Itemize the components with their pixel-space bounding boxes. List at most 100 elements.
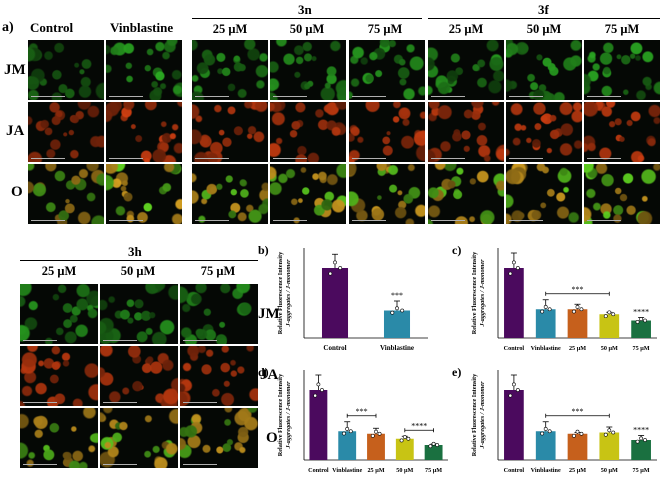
y-axis-label: Relative Fluorescence Intensity [277,373,284,456]
group-3h-label: 3h [128,244,142,259]
scale-bar [195,96,229,97]
micrograph-jm [100,284,178,344]
scale-bar [103,464,137,465]
micrograph-jm [270,40,346,100]
chart-b: b) Relative Fluorescence Intensity J-aggre… [258,243,428,352]
micrograph-ja [428,102,504,162]
data-point [611,312,616,317]
data-point [643,318,647,323]
micrograph-ja [180,346,258,406]
group-3f-rule [428,18,660,19]
row-label-jm: JM [4,62,26,78]
y-axis-label: Relative Fluorescence Intensity [277,251,284,334]
tick-label: 75 μM [633,467,650,474]
y-axis-label-2: J-aggregates / J-monomer [285,381,292,450]
significance-label: **** [633,426,649,435]
row-label-jm-3h: JM [258,306,280,322]
data-point [428,444,433,449]
data-point [635,439,640,444]
scale-bar [587,158,621,159]
data-point [547,429,552,434]
significance-label: **** [633,308,649,317]
tick-label: Control [308,467,329,474]
data-point [320,388,324,392]
data-point [338,266,343,270]
y-axis-label: Relative Fluorescence Intensity [471,251,478,334]
micrograph-ja [100,346,178,406]
data-point [508,271,513,276]
group-3f-label: 3f [538,2,549,17]
scale-bar [195,220,229,221]
scale-bar [183,402,217,403]
conc-3h-50: 50 μM [120,264,156,278]
conc-3n-50: 50 μM [289,22,325,36]
data-point [402,435,407,439]
data-point [607,428,612,433]
panel-label: b) [258,243,269,257]
data-point [540,431,545,436]
data-point [431,441,436,446]
scale-bar [509,96,543,97]
bar-vinblastine [338,431,357,460]
tick-label: 50 μM [601,467,618,474]
micrograph-ja [584,102,660,162]
data-point [508,393,513,398]
y-axis-label-2: J-aggregates / J-monomer [479,381,486,450]
data-point [348,429,353,434]
data-point [572,309,576,314]
data-point [406,436,411,441]
scale-bar [509,220,543,221]
tick-label: 50 μM [396,467,413,474]
micrograph-ov [100,408,178,468]
tick-label: Vinblastine [531,467,561,474]
bar-75m [424,445,443,460]
bar-vinblastine [535,309,556,338]
micrograph-jm [106,40,182,100]
bar-control [309,390,328,460]
data-point [390,310,395,315]
micrograph-ov [192,164,268,224]
bar-control [321,268,349,338]
tick-label: 75 μM [425,467,442,474]
bar-25m [567,433,588,460]
data-point [342,431,346,436]
scale-bar [31,96,65,97]
scale-bar [431,220,465,221]
bar-vinblastine [535,431,556,460]
group-3h-rule [20,260,258,261]
scale-bar [31,158,65,159]
scale-bar [109,158,143,159]
micrograph-ja [20,346,98,406]
data-point [399,438,404,443]
data-point [540,309,545,314]
micrograph-jm [428,40,504,100]
y-axis-label: Relative Fluorescence Intensity [471,373,478,456]
panel-a-label: a) [2,20,14,35]
data-point [543,305,548,309]
micrograph-jm [192,40,268,100]
data-point [611,430,616,435]
conc-3h-25: 25 μM [41,264,77,278]
scale-bar [587,96,621,97]
scale-bar [509,158,543,159]
scale-bar [103,402,137,403]
scale-bar [352,96,386,97]
data-point [643,438,647,442]
data-point [547,307,552,312]
scale-bar [273,158,307,159]
scale-bar [23,340,57,341]
scale-bar [587,220,621,221]
micrograph-ov [106,164,182,224]
tick-label: Control [504,345,525,352]
bar-vinblastine [383,310,411,338]
row-label-o-3h: O [266,430,278,446]
tick-label: 25 μM [569,467,586,474]
significance-label: *** [391,291,403,300]
scale-bar [31,220,65,221]
tick-label: 50 μM [601,345,618,352]
bar-50m [599,314,620,338]
conc-3n-75: 75 μM [367,22,403,36]
data-point [328,271,333,276]
micrograph-ov [349,164,425,224]
data-point [603,432,608,437]
